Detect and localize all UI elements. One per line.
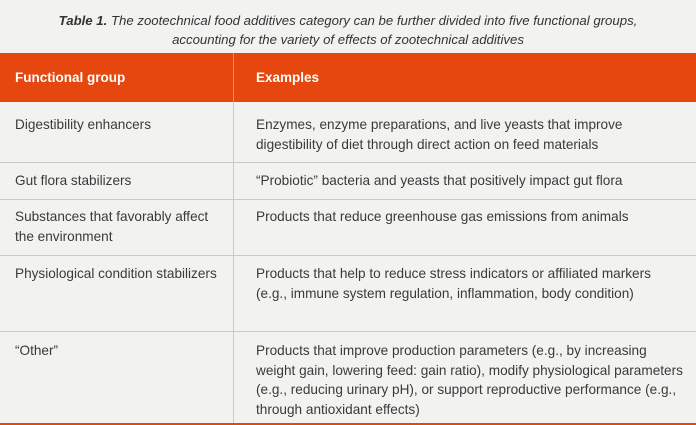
table-row: Gut flora stabilizers “Probiotic” bacter… [0,163,696,200]
cell-functional-group: Substances that favorably affect the env… [0,200,234,255]
cell-examples: Products that improve production paramet… [256,343,683,417]
cell-examples: Enzymes, enzyme preparations, and live y… [256,117,623,152]
cell-examples: Products that reduce greenhouse gas emis… [256,209,629,224]
cell-functional-group: “Other” [0,332,234,423]
cell-examples: “Probiotic” bacteria and yeasts that pos… [256,173,623,188]
cell-examples: Products that help to reduce stress indi… [256,266,651,301]
table-caption: Table 1. The zootechnical food additives… [0,11,696,49]
table-header-row: Functional group Examples [0,53,696,102]
table-row: Physiological condition stabilizers Prod… [0,256,696,332]
caption-text-line2: accounting for the variety of effects of… [172,32,524,47]
caption-text: The zootechnical food additives category… [110,13,638,28]
cell-functional-group: Gut flora stabilizers [0,163,234,199]
table-row: “Other” Products that improve production… [0,332,696,425]
table-row: Substances that favorably affect the env… [0,200,696,256]
table-row: Digestibility enhancers Enzymes, enzyme … [0,102,696,163]
caption-label: Table 1. [58,13,108,28]
cell-functional-group: Physiological condition stabilizers [0,256,234,331]
header-examples: Examples [256,70,320,85]
header-functional-group: Functional group [0,53,234,102]
cell-functional-group: Digestibility enhancers [0,102,234,162]
functional-groups-table: Functional group Examples Digestibility … [0,53,696,425]
